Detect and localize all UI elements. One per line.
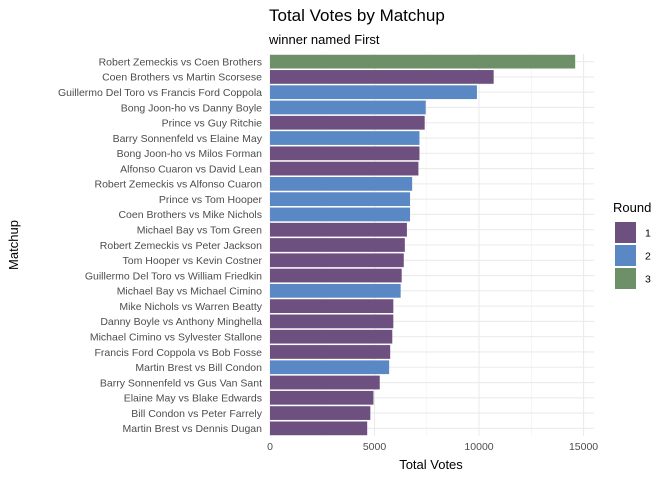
legend: Round 1 2 3 <box>613 200 651 289</box>
y-tick-label: Francis Ford Coppola vs Bob Fosse <box>95 347 263 359</box>
x-tick-labels: 0 5000 10000 15000 <box>267 441 598 453</box>
y-tick-label: Martin Brest vs Bill Condon <box>135 362 262 374</box>
bar <box>270 406 371 420</box>
x-tick-label: 5000 <box>363 441 387 453</box>
bar <box>270 253 404 268</box>
bar <box>270 238 405 252</box>
y-tick-label: Robert Zemeckis vs Peter Jackson <box>100 240 262 252</box>
legend-title: Round <box>613 200 651 215</box>
y-axis-title: Matchup <box>6 220 21 270</box>
bar <box>270 100 426 115</box>
legend-key <box>615 268 636 289</box>
legend-label: 3 <box>645 274 651 286</box>
bar <box>270 299 394 313</box>
bar <box>270 421 368 436</box>
bar <box>270 192 411 207</box>
x-tick-label: 10000 <box>464 441 493 453</box>
bar <box>270 222 407 237</box>
y-tick-label: Bong Joon-ho vs Milos Forman <box>117 148 262 160</box>
bar <box>270 390 374 405</box>
bar <box>270 314 394 329</box>
y-tick-label: Guillermo Del Toro vs William Friedkin <box>85 270 262 282</box>
bar <box>270 329 393 344</box>
y-tick-label: Tom Hooper vs Kevin Costner <box>123 255 263 267</box>
y-tick-label: Elaine May vs Blake Edwards <box>124 393 262 405</box>
legend-key <box>615 245 636 266</box>
legend-label: 1 <box>645 228 651 240</box>
bar <box>270 268 402 283</box>
bars-group <box>270 54 576 436</box>
x-tick-label: 15000 <box>569 441 598 453</box>
y-tick-label: Danny Boyle vs Anthony Minghella <box>100 316 262 328</box>
bar <box>270 115 425 130</box>
bar <box>270 375 380 390</box>
y-tick-label: Alfonso Cuaron vs David Lean <box>120 163 262 175</box>
y-tick-label: Bill Condon vs Peter Farrely <box>131 408 262 420</box>
bar <box>270 161 419 176</box>
bar <box>270 283 401 298</box>
y-tick-label: Coen Brothers vs Mike Nichols <box>118 209 262 221</box>
y-tick-label: Robert Zemeckis vs Coen Brothers <box>99 56 262 68</box>
bar <box>270 70 494 84</box>
bar <box>270 131 420 145</box>
y-tick-label: Guillermo Del Toro vs Francis Ford Coppo… <box>58 87 262 99</box>
y-tick-labels: Robert Zemeckis vs Coen Brothers Coen Bro… <box>58 56 263 435</box>
bar <box>270 360 390 375</box>
y-tick-label: Barry Sonnenfeld vs Elaine May <box>113 133 263 145</box>
y-tick-label: Mike Nichols vs Warren Beatty <box>119 301 262 313</box>
y-tick-label: Prince vs Tom Hooper <box>159 194 263 206</box>
y-tick-label: Prince vs Guy Ritchie <box>162 118 263 130</box>
chart-subtitle: winner named First <box>268 32 380 47</box>
bar <box>270 85 477 100</box>
bar <box>270 207 411 222</box>
bar <box>270 345 391 359</box>
y-tick-label: Bong Joon-ho vs Danny Boyle <box>121 102 262 114</box>
y-tick-label: Robert Zemeckis vs Alfonso Cuaron <box>95 179 263 191</box>
y-tick-label: Coen Brothers vs Martin Scorsese <box>102 72 262 84</box>
y-tick-label: Barry Sonnenfeld vs Gus Van Sant <box>100 377 262 389</box>
bar <box>270 146 420 161</box>
y-tick-label: Michael Bay vs Tom Green <box>137 225 262 237</box>
legend-key <box>615 222 636 243</box>
y-tick-label: Michael Bay vs Michael Cimino <box>117 286 262 298</box>
x-axis-title: Total Votes <box>399 457 463 472</box>
bar <box>270 54 576 69</box>
y-tick-label: Martin Brest vs Dennis Dugan <box>123 423 263 435</box>
legend-label: 2 <box>645 251 651 263</box>
y-tick-label: Michael Cimino vs Sylvester Stallone <box>90 331 262 343</box>
bar <box>270 177 413 191</box>
x-tick-label: 0 <box>267 441 273 453</box>
chart-title: Total Votes by Matchup <box>269 6 445 25</box>
